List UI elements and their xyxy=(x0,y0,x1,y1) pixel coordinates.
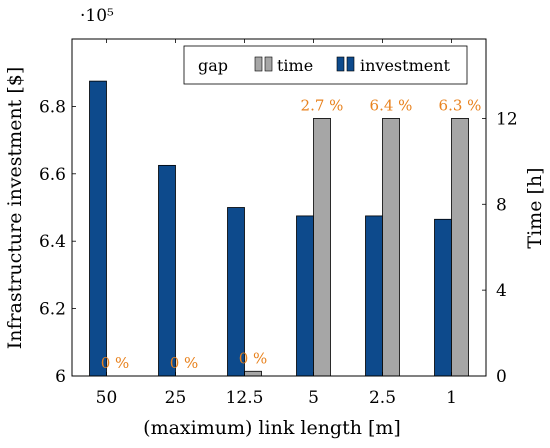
y-axis-left-label: Infrastructure investment [$] xyxy=(4,67,26,350)
y-right-tick-label-2: 8 xyxy=(496,195,507,215)
plot-layer: 0 % 50 0 % 25 0 % 12.5 2.7 % 5 6.4 % 2.5 6.3 % 1 6 6.… xyxy=(39,38,518,408)
bar-time-4 xyxy=(382,118,400,377)
x-tick-label-5: 1 xyxy=(446,388,457,408)
x-tick-label-0: 50 xyxy=(96,388,118,408)
legend: gap time investment xyxy=(183,45,468,85)
x-axis-label: (maximum) link length [m] xyxy=(143,417,401,439)
bar-time-5 xyxy=(451,118,469,377)
axis-multiplier-label: ·10⁵ xyxy=(80,6,114,26)
bar-investment-0 xyxy=(89,80,107,377)
plot-frame xyxy=(71,38,487,377)
gap-label-1: 0 % xyxy=(170,354,199,372)
bar-time-3 xyxy=(313,118,331,377)
y-right-tick-label-0: 0 xyxy=(496,367,507,387)
bar-time-2 xyxy=(244,370,262,377)
gap-label-4: 6.4 % xyxy=(370,96,413,114)
x-tick-label-3: 5 xyxy=(308,388,319,408)
legend-investment-swatch-1 xyxy=(336,56,345,72)
y-right-tick-label-3: 12 xyxy=(496,109,518,129)
legend-box xyxy=(183,45,468,85)
x-tick-label-2: 12.5 xyxy=(226,388,264,408)
legend-investment-swatch-2 xyxy=(346,56,355,72)
x-tick-label-1: 25 xyxy=(165,388,187,408)
y-left-tick-label-2: 6.4 xyxy=(39,232,66,252)
bar-investment-5 xyxy=(434,218,452,377)
legend-time-label: time xyxy=(277,56,313,75)
gap-label-0: 0 % xyxy=(101,354,130,372)
legend-time-swatch-2 xyxy=(264,56,273,72)
x-tick-label-4: 2.5 xyxy=(369,388,396,408)
y-left-tick-label-1: 6.2 xyxy=(39,300,66,320)
y-right-tick-label-1: 4 xyxy=(496,281,507,301)
legend-investment-label: investment xyxy=(360,56,451,75)
bar-investment-1 xyxy=(158,164,176,377)
y-left-tick-label-4: 6.8 xyxy=(39,97,66,117)
gap-label-2: 0 % xyxy=(239,349,268,367)
legend-time-swatch-1 xyxy=(254,56,263,72)
y-left-tick-label-3: 6.6 xyxy=(39,165,66,185)
bar-investment-3 xyxy=(296,215,314,377)
y-axis-right-label: Time [h] xyxy=(524,167,546,248)
gap-label-3: 2.7 % xyxy=(301,96,344,114)
legend-gap-label: gap xyxy=(198,56,228,75)
y-left-tick-label-0: 6 xyxy=(55,367,66,387)
gap-label-5: 6.3 % xyxy=(439,96,482,114)
bar-investment-4 xyxy=(365,215,383,377)
